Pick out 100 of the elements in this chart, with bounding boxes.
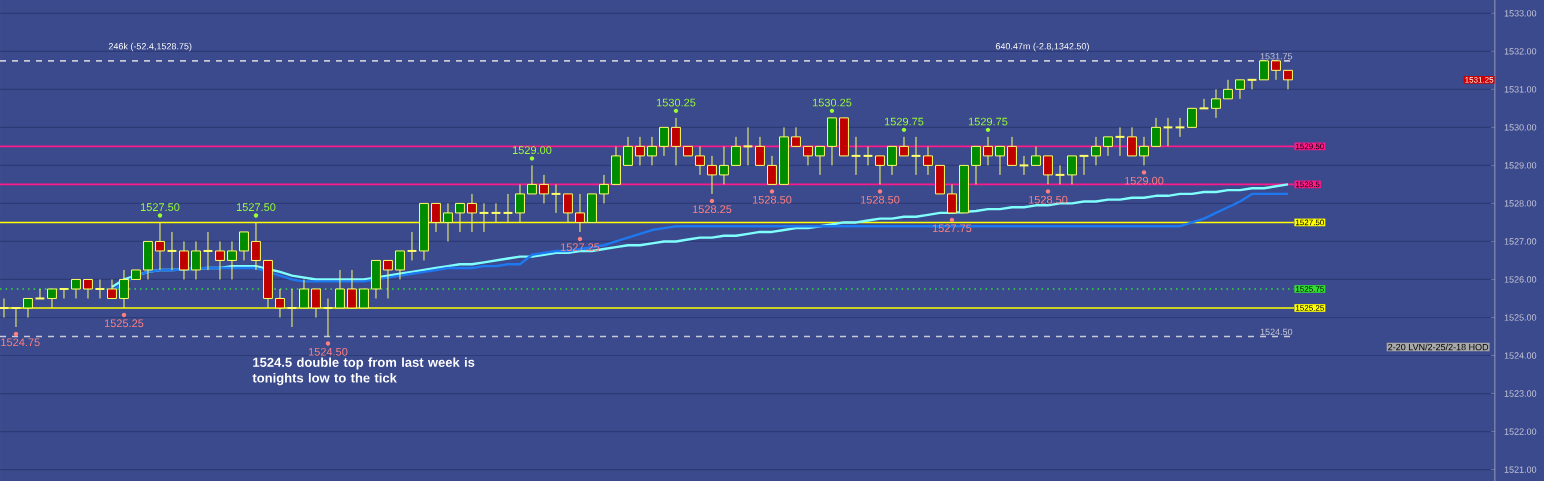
candlestick (791, 126, 801, 147)
ref-line-label: 1525.75 (1295, 286, 1324, 292)
y-tick-label: 1527.00 (1504, 238, 1537, 245)
candlestick (107, 278, 117, 299)
annotation: 1527.25 (560, 243, 600, 252)
candlestick (443, 202, 453, 242)
candlestick (1187, 107, 1197, 128)
candlestick (251, 221, 261, 271)
annotation: 640.47m (-2.8,1342.50) (995, 42, 1089, 52)
candlestick (647, 136, 657, 166)
candlestick (1151, 117, 1161, 147)
candlestick (635, 136, 645, 166)
candlestick (47, 288, 57, 309)
candlestick (1127, 126, 1137, 157)
candlestick (179, 240, 189, 280)
candlestick (1043, 155, 1053, 185)
y-tick-label: 1522.00 (1504, 428, 1537, 435)
candlestick (1103, 136, 1113, 157)
candlestick (455, 202, 465, 233)
candlestick (191, 240, 201, 280)
ref-line-label: 1525.25 (1295, 305, 1324, 311)
candlestick (395, 250, 405, 280)
candlestick (731, 136, 741, 166)
annotation: 1524.50 (308, 347, 348, 356)
candlestick (887, 145, 897, 176)
annotation: 1529.75 (968, 117, 1008, 126)
candlestick (0, 297, 10, 318)
candlestick (1007, 136, 1017, 166)
annotation: 246k (-52.4,1528.75) (108, 42, 192, 52)
candlestick (539, 174, 549, 204)
annotation: 1528.25 (692, 205, 732, 214)
y-tick-label: 1532.00 (1504, 48, 1537, 55)
candlestick (275, 288, 285, 318)
annotation: 1528.50 (752, 195, 792, 204)
y-tick-label: 1524.00 (1504, 352, 1537, 359)
candlestick (1223, 79, 1233, 100)
candlestick (1235, 79, 1245, 100)
candlestick (383, 259, 393, 299)
candlestick (1211, 88, 1221, 119)
candlestick (899, 136, 909, 157)
annotation: 1527.50 (140, 203, 180, 212)
candlestick (227, 240, 237, 280)
ref-line-label: 1528.5 (1295, 181, 1320, 188)
candlestick (119, 269, 129, 309)
candlestick (83, 278, 93, 299)
candlestick (515, 183, 525, 223)
annotation: 1524.5 double top from last week is tonights low to the tick (252, 357, 475, 386)
candlestick (467, 193, 477, 233)
y-tick-label: 1528.00 (1504, 200, 1537, 207)
candlestick (971, 145, 981, 185)
candlestick (527, 164, 537, 195)
annotation: 1528.50 (1028, 195, 1068, 204)
candlestick (1259, 60, 1269, 81)
candlestick (311, 288, 321, 318)
candlestick (719, 145, 729, 185)
y-tick-label: 1533.00 (1504, 10, 1537, 17)
candlestick (359, 288, 369, 309)
y-tick-label: 1526.00 (1504, 276, 1537, 283)
ref-line-label: 1524.50 (1260, 328, 1293, 336)
candlestick (239, 231, 249, 261)
candlestick (431, 202, 441, 233)
text: 2-20 LVN/2-25/2-18 HOD (1388, 343, 1489, 351)
annotation: 1530.25 (812, 98, 852, 107)
candlestick (71, 278, 81, 299)
candlestick (671, 117, 681, 166)
candlestick (155, 221, 165, 271)
y-tick-label: 1530.00 (1504, 124, 1537, 131)
annotation: 1527.50 (236, 203, 276, 212)
y-tick-label: 1525.00 (1504, 314, 1537, 321)
candlestick (563, 193, 573, 223)
candlestick (1031, 145, 1041, 166)
candlestick (1283, 69, 1293, 90)
annotation: 1527.75 (932, 224, 972, 233)
annotation: 1529.75 (884, 117, 924, 126)
candlestick (299, 278, 309, 309)
candlestick (215, 240, 225, 280)
candlestick (695, 145, 705, 176)
candlestick (707, 155, 717, 195)
ref-line-label: 1527.50 (1295, 219, 1324, 226)
ref-line-label: 1531.75 (1260, 53, 1293, 60)
ref-line-label: 1529.50 (1295, 143, 1324, 150)
candlestick (347, 269, 357, 309)
candlestick (995, 145, 1005, 176)
candlestick (755, 136, 765, 166)
candlestick (659, 126, 669, 157)
candlestick (815, 145, 825, 176)
candlestick (947, 183, 957, 214)
annotation: 1529.00 (512, 146, 552, 154)
candlestick (1091, 136, 1101, 166)
candlestick (1139, 136, 1149, 166)
candlestick (923, 145, 933, 176)
annotation: 1529.00 (1124, 176, 1164, 185)
text: 1531.25 (1465, 77, 1494, 83)
annotation: 1525.25 (104, 319, 144, 328)
candlestick (767, 155, 777, 185)
candlestick (623, 136, 633, 166)
candlestick (875, 155, 885, 185)
candlestick (803, 145, 813, 166)
candlestick (1067, 155, 1077, 185)
candlestick (23, 297, 33, 318)
